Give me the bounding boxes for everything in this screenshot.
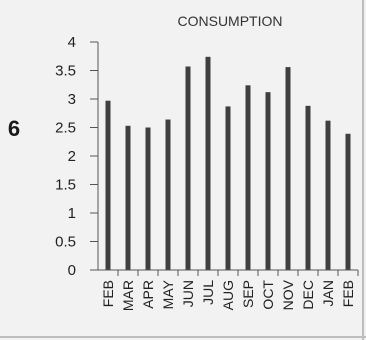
bar-jun-4 xyxy=(185,66,191,270)
x-category-label: JUL xyxy=(200,280,216,305)
y-tick-label: 0 xyxy=(68,262,76,279)
bar-feb-0 xyxy=(105,100,111,271)
y-tick-label: 3.5 xyxy=(55,63,76,80)
x-category-label: OCT xyxy=(260,280,276,310)
x-category-label: JAN xyxy=(320,280,336,306)
bar-feb-12 xyxy=(345,133,351,270)
annotation-label: 6 xyxy=(8,116,20,141)
bar-mar-1 xyxy=(125,125,131,270)
bar-jul-5 xyxy=(205,56,211,270)
bar-aug-6 xyxy=(225,106,231,270)
x-category-label: JUN xyxy=(180,280,196,307)
chart-title: CONSUMPTION xyxy=(178,13,283,29)
y-tick-label: 3 xyxy=(68,91,76,108)
y-tick-label: 1.5 xyxy=(55,177,76,194)
bar-apr-2 xyxy=(145,127,151,270)
bar-sep-7 xyxy=(245,85,251,270)
x-category-label: MAR xyxy=(120,280,136,311)
x-category-label: FEB xyxy=(340,280,356,307)
bar-dec-10 xyxy=(305,105,311,270)
y-tick-label: 2 xyxy=(68,148,76,165)
x-axis-labels: FEB MAR APR MAY JUN JUL AUG SEP OCT NOV DEC JAN FEB xyxy=(100,270,359,311)
y-tick-label: 1 xyxy=(68,205,76,222)
bar-oct-8 xyxy=(265,92,271,270)
y-tick-label: 0.5 xyxy=(55,234,76,251)
x-category-label: APR xyxy=(140,280,156,309)
x-category-label: NOV xyxy=(280,279,296,310)
bar-may-3 xyxy=(165,119,171,271)
x-category-label: DEC xyxy=(300,280,316,310)
y-tick-label: 2.5 xyxy=(55,120,76,137)
bars xyxy=(105,56,351,271)
x-category-label: SEP xyxy=(240,280,256,308)
x-category-label: AUG xyxy=(220,280,236,310)
bar-nov-9 xyxy=(285,67,291,270)
y-axis-ticks: 0 0.5 1 1.5 2 2.5 3 3.5 4 xyxy=(55,34,98,279)
x-category-label: FEB xyxy=(100,280,116,307)
x-category-label: MAY xyxy=(160,279,176,309)
bar-jan-11 xyxy=(325,120,331,270)
y-tick-label: 4 xyxy=(68,34,76,51)
